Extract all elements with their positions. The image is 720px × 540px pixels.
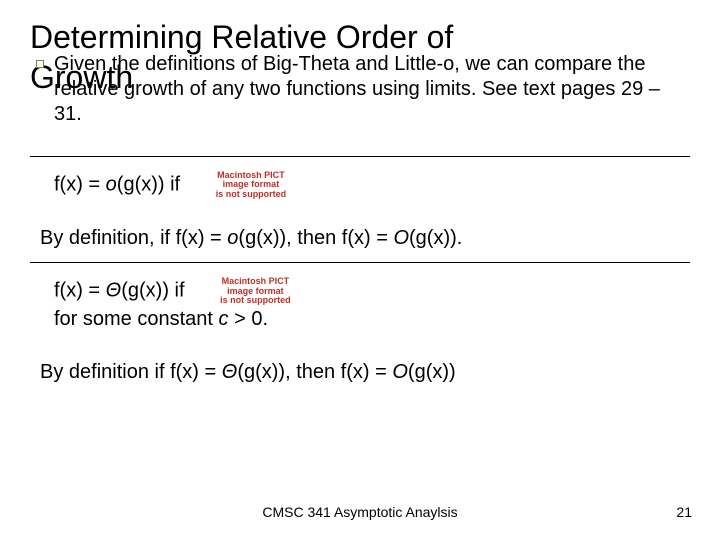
footer-text: CMSC 341 Asymptotic Anaylsis	[0, 504, 720, 520]
bullet-block: Given the definitions of Big-Theta and L…	[36, 52, 690, 127]
sec1-mid-text: By definition, if f(x) = o(g(x)), then f…	[40, 227, 462, 249]
section-2: f(x) = Θ(g(x)) if Macintosh PICT image f…	[30, 277, 690, 332]
section-2-tail: By definition if f(x) = Θ(g(x)), then f(…	[30, 359, 690, 386]
sec2-line2: for some constant c > 0.	[54, 306, 690, 333]
bullet-square-icon	[36, 60, 44, 68]
bullet-row: Given the definitions of Big-Theta and L…	[36, 52, 690, 127]
bullet-text: Given the definitions of Big-Theta and L…	[54, 52, 690, 127]
slide-title-line1: Determining Relative Order of	[30, 18, 690, 56]
page-number: 21	[676, 504, 692, 520]
sec2-text: f(x) = Θ(g(x)) if	[54, 280, 185, 302]
sec2-tail-text: By definition if f(x) = Θ(g(x)), then f(…	[40, 361, 456, 383]
section-1: f(x) = o(g(x)) if Macintosh PICT image f…	[30, 171, 690, 199]
sec1-text: f(x) = o(g(x)) if	[54, 173, 180, 195]
pict-placeholder-icon: Macintosh PICT image format is not suppo…	[220, 277, 291, 305]
section-1-mid: By definition, if f(x) = o(g(x)), then f…	[30, 225, 690, 252]
content-stack: f(x) = o(g(x)) if Macintosh PICT image f…	[30, 156, 690, 386]
pict-placeholder-icon: Macintosh PICT image format is not suppo…	[216, 171, 287, 199]
